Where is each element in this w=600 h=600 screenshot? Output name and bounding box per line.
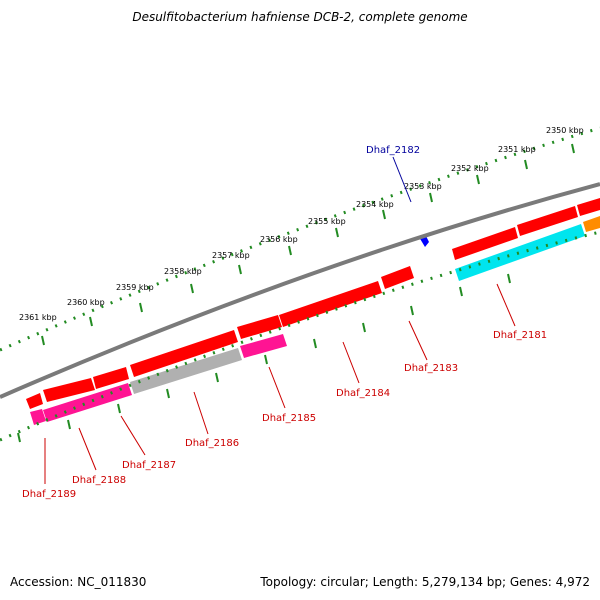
gene-arrow-orange[interactable] xyxy=(583,216,600,232)
genome-backbone xyxy=(0,182,600,399)
gene-arrow-red[interactable] xyxy=(130,330,238,377)
gene-arrow-red[interactable] xyxy=(43,378,95,402)
gene-label-dhaf-2185[interactable]: Dhaf_2185 xyxy=(262,413,316,424)
gene-label-dhaf-2186[interactable]: Dhaf_2186 xyxy=(185,438,239,449)
gene-arrow-red[interactable] xyxy=(517,206,578,236)
ruler-label-2361: 2361 kbp xyxy=(19,313,57,322)
ruler-label-2359: 2359 kbp xyxy=(116,283,154,292)
ruler-label-2350: 2350 kbp xyxy=(546,126,584,135)
gene-arrow-red[interactable] xyxy=(93,367,129,389)
gene-arrow-gray[interactable] xyxy=(130,348,242,394)
ruler-label-2352: 2352 kbp xyxy=(451,164,489,173)
gene-arrow-pink[interactable] xyxy=(240,334,287,358)
ruler-label-2354: 2354 kbp xyxy=(356,200,394,209)
genome-summary-text: Topology: circular; Length: 5,279,134 bp… xyxy=(260,575,590,589)
ruler-lower-ticks xyxy=(17,273,511,443)
gene-label-dhaf-2187[interactable]: Dhaf_2187 xyxy=(122,460,176,471)
gene-label-dhaf-2184[interactable]: Dhaf_2184 xyxy=(336,388,390,399)
accession-text: Accession: NC_011830 xyxy=(10,575,147,589)
gene-arrow-cyan[interactable] xyxy=(455,224,585,281)
ruler-label-2356: 2356 kbp xyxy=(260,235,298,244)
gene-label-dhaf-2181[interactable]: Dhaf_2181 xyxy=(493,330,547,341)
gene-label-dhaf-2189[interactable]: Dhaf_2189 xyxy=(22,489,76,500)
gene-arrow-red[interactable] xyxy=(452,227,518,260)
outer-strand-genes xyxy=(26,198,600,409)
ruler-label-2360: 2360 kbp xyxy=(67,298,105,307)
gene-arrow-red[interactable] xyxy=(279,281,382,327)
highlight-leader-line xyxy=(392,156,412,203)
highlight-gene-label[interactable]: Dhaf_2182 xyxy=(366,145,420,156)
gene-label-dhaf-2183[interactable]: Dhaf_2183 xyxy=(404,363,458,374)
ruler-label-2357: 2357 kbp xyxy=(212,251,250,260)
gene-arrow-red[interactable] xyxy=(237,315,282,339)
ruler-upper-ticks xyxy=(41,143,575,346)
gene-leader-lines xyxy=(44,283,516,484)
gene-arrow-red[interactable] xyxy=(577,198,600,216)
gene-arrow-pink[interactable] xyxy=(30,409,46,425)
ruler-label-2353: 2353 kbp xyxy=(404,182,442,191)
gene-label-dhaf-2188[interactable]: Dhaf_2188 xyxy=(72,475,126,486)
gene-arrow-red[interactable] xyxy=(381,266,414,289)
ruler-label-2358: 2358 kbp xyxy=(164,267,202,276)
gene-arrow-red[interactable] xyxy=(26,393,43,409)
ruler-label-2355: 2355 kbp xyxy=(308,217,346,226)
inner-strand-genes xyxy=(30,216,600,425)
map-title: Desulfitobacterium hafniense DCB-2, comp… xyxy=(132,10,468,24)
ruler-label-2351: 2351 kbp xyxy=(498,145,536,154)
